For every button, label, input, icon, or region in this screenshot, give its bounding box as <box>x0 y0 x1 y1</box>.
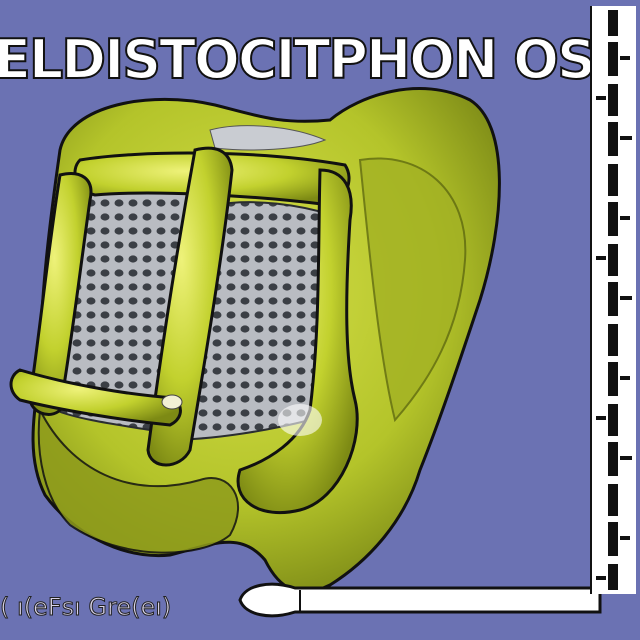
specimen-right-lobe <box>358 157 467 423</box>
frame-highlight <box>278 404 322 436</box>
page-title: ELDISTOCITPHON OSR <box>0 28 636 91</box>
frame-bar-center <box>146 146 234 467</box>
frame-bar-right <box>236 168 359 515</box>
ruler-ticks <box>592 6 636 594</box>
frame-bar-bottom <box>9 368 182 427</box>
mesh-top-strip <box>209 125 327 151</box>
small-nub <box>161 394 183 410</box>
image-caption: ( ı(eFsı Gre(eı) <box>0 593 172 622</box>
pointer-shape <box>238 582 602 618</box>
specimen-lower-lobe <box>37 406 240 554</box>
measurement-ruler <box>590 6 636 594</box>
